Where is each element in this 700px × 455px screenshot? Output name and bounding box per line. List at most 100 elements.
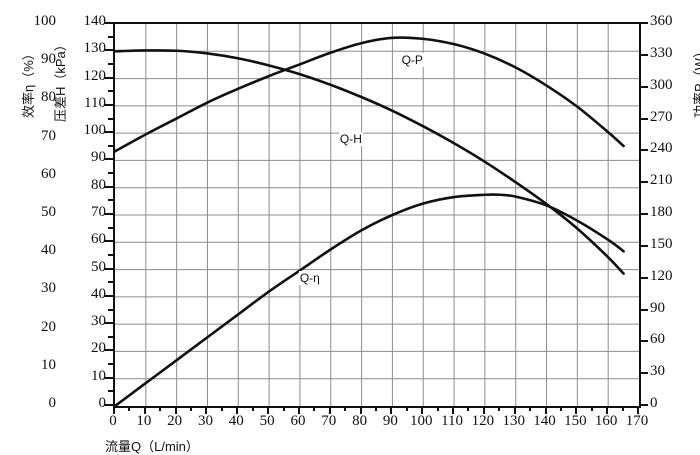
tick-mark — [108, 281, 113, 283]
tick-mark — [639, 118, 648, 120]
curve-label-q-h: Q-H — [338, 132, 363, 147]
tick-mark — [104, 77, 113, 79]
power-tick-label: 180 — [650, 204, 673, 220]
tick-mark — [159, 406, 161, 411]
tick-mark — [205, 406, 207, 414]
tick-mark — [639, 372, 648, 374]
head-tick-label: 110 — [84, 94, 106, 111]
head-tick-label: 120 — [83, 67, 107, 84]
tick-mark — [104, 158, 113, 160]
tick-mark — [190, 406, 192, 411]
power-tick-label: 120 — [650, 267, 673, 284]
tick-mark — [236, 406, 238, 414]
tick-mark — [104, 240, 113, 242]
plot-area — [113, 22, 641, 408]
flow-tick-label: 50 — [259, 413, 275, 429]
eta-tick-label: 50 — [41, 204, 56, 220]
flow-tick-label: 40 — [228, 413, 244, 429]
eta-tick-label: 40 — [41, 242, 56, 259]
head-tick-label: 140 — [83, 13, 107, 29]
tick-mark — [639, 54, 648, 56]
tick-mark — [108, 199, 113, 201]
tick-mark — [108, 336, 113, 338]
eta-tick-label: 70 — [41, 127, 56, 144]
tick-mark — [113, 406, 115, 414]
tick-mark — [104, 322, 113, 324]
power-tick-label: 210 — [650, 172, 673, 189]
tick-mark — [360, 406, 362, 414]
tick-mark — [104, 349, 113, 351]
grid-lines — [115, 24, 639, 406]
tick-mark — [108, 118, 113, 120]
tick-mark — [283, 406, 285, 411]
flow-tick-label: 10 — [136, 413, 152, 429]
flow-tick-label: 60 — [290, 413, 306, 429]
tick-mark — [639, 245, 648, 247]
power-tick-label: 300 — [650, 76, 673, 93]
curve-layer — [115, 36, 625, 406]
tick-mark — [128, 406, 130, 411]
head-tick-label: 90 — [91, 149, 106, 166]
curve-label-q-p: Q-P — [400, 53, 424, 68]
tick-mark — [639, 404, 648, 406]
power-axis-title: 功率P（W） — [692, 45, 700, 118]
power-tick-label: 270 — [650, 108, 673, 125]
tick-mark — [639, 22, 648, 24]
tick-mark — [108, 227, 113, 229]
tick-mark — [104, 213, 113, 215]
head-tick-label: 130 — [83, 40, 107, 57]
tick-mark — [498, 406, 500, 411]
flow-tick-label: 120 — [471, 413, 495, 429]
tick-mark — [104, 295, 113, 297]
head-tick-label: 20 — [91, 340, 106, 357]
tick-mark — [437, 406, 439, 411]
tick-mark — [637, 406, 639, 414]
power-tick-label: 30 — [650, 363, 665, 380]
eta-tick-label: 90 — [41, 51, 56, 68]
tick-mark — [639, 149, 648, 151]
tick-mark — [104, 186, 113, 188]
head-tick-label: 30 — [91, 313, 106, 330]
eta-tick-label: 30 — [41, 280, 56, 297]
tick-mark — [108, 254, 113, 256]
power-tick-label: 360 — [650, 13, 673, 29]
head-tick-label: 40 — [91, 285, 106, 302]
power-tick-label: 330 — [650, 44, 673, 61]
tick-mark — [639, 181, 648, 183]
tick-mark — [639, 86, 648, 88]
eta-tick-label: 100 — [33, 13, 57, 29]
tick-mark — [108, 172, 113, 174]
tick-mark — [104, 404, 113, 406]
tick-mark — [375, 406, 377, 411]
tick-mark — [104, 377, 113, 379]
tick-mark — [639, 213, 648, 215]
eta-tick-label: 20 — [41, 318, 56, 335]
tick-mark — [267, 406, 269, 414]
flow-tick-label: 20 — [167, 413, 183, 429]
flow-tick-label: 140 — [533, 413, 556, 429]
tick-mark — [221, 406, 223, 411]
tick-mark — [639, 340, 648, 342]
tick-mark — [298, 406, 300, 414]
tick-mark — [104, 131, 113, 133]
tick-mark — [406, 406, 408, 411]
tick-mark — [452, 406, 454, 414]
tick-mark — [467, 406, 469, 411]
tick-mark — [529, 406, 531, 411]
tick-mark — [108, 63, 113, 65]
flow-tick-label: 70 — [321, 413, 337, 429]
flow-tick-label: 130 — [502, 413, 525, 429]
tick-mark — [344, 406, 346, 411]
power-tick-label: 0 — [650, 395, 658, 411]
tick-mark — [591, 406, 593, 411]
tick-mark — [560, 406, 562, 411]
tick-mark — [108, 363, 113, 365]
head-tick-label: 60 — [91, 231, 106, 248]
power-tick-label: 150 — [650, 235, 673, 252]
tick-mark — [313, 406, 315, 411]
eta-tick-label: 80 — [41, 89, 56, 106]
flow-tick-label: 100 — [409, 413, 433, 429]
eta-tick-label: 60 — [41, 165, 56, 182]
flow-tick-label: 0 — [109, 413, 117, 429]
